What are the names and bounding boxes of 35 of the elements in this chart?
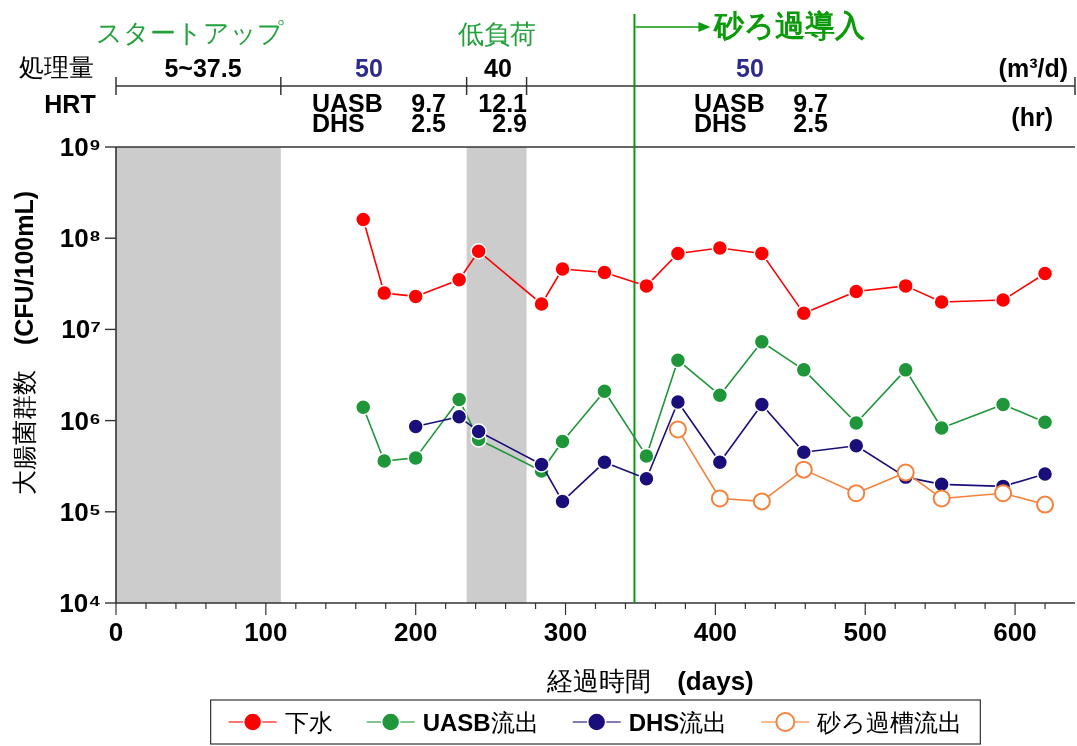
- xtick-label: 500: [843, 617, 887, 647]
- annotation: 処理量: [18, 53, 94, 81]
- ytick-label: 10⁴: [59, 588, 101, 618]
- legend-label: 下水: [284, 709, 333, 736]
- annotation: 9.7 2.5: [411, 89, 446, 137]
- annotation: UASB DHS: [694, 89, 765, 137]
- annotation: 12.1 2.9: [478, 89, 527, 137]
- annotation: スタートアップ: [96, 18, 284, 48]
- ytick-label: 10⁶: [60, 405, 101, 436]
- legend-label: 砂ろ過槽流出: [817, 709, 963, 736]
- xtick-label: 200: [394, 617, 438, 647]
- xtick-label: 300: [543, 617, 588, 647]
- annotation: (hr): [1011, 103, 1053, 131]
- legend-label: DHS流出: [628, 709, 728, 736]
- annotation: 50: [736, 54, 764, 82]
- xlabel: 経過時間 (days): [547, 666, 754, 696]
- annotation: (m³/d): [998, 54, 1068, 82]
- xtick-label: 0: [108, 617, 124, 647]
- ytick-label: 10⁹: [59, 132, 101, 162]
- annotation: 50: [355, 54, 383, 82]
- annotation: 40: [484, 54, 512, 82]
- annotation: 低負荷: [458, 19, 536, 49]
- annotation: 5~37.5: [164, 54, 242, 82]
- xtick-label: 400: [693, 617, 738, 647]
- legend-label: UASB流出: [422, 709, 539, 736]
- annotation: HRT: [44, 90, 96, 118]
- xtick-label: 600: [993, 617, 1037, 647]
- ref-label: 砂ろ過導入: [714, 9, 866, 42]
- ytick-label: 10⁵: [59, 496, 101, 527]
- ylabel: 大腸菌群数 (CFU/100mL): [10, 190, 38, 496]
- xtick-label: 100: [244, 617, 288, 647]
- annotation: 9.7 2.5: [793, 89, 828, 137]
- ytick-label: 10⁸: [59, 223, 101, 254]
- ytick-label: 10⁷: [61, 314, 101, 345]
- annotation: UASB DHS: [312, 89, 383, 137]
